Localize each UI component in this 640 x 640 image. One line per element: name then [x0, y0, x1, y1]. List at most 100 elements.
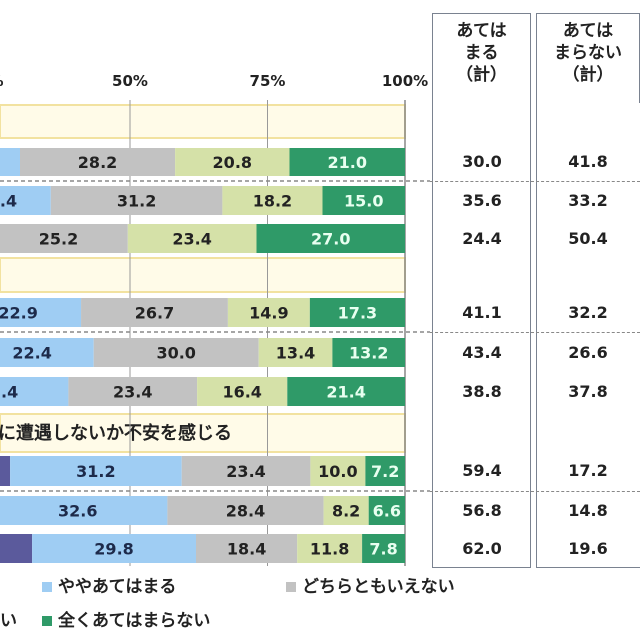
bar-value-label: 29.8 [94, 540, 133, 559]
bar-value-label: 7.2 [371, 462, 399, 481]
header-disagree-line1: あては [562, 21, 614, 41]
bar-value-label: 20.8 [213, 153, 252, 172]
bar-segment [32, 534, 196, 563]
header-disagree-line2: まらない [554, 43, 622, 63]
bar-segment [362, 534, 405, 563]
legend-item-cut-off: い [0, 611, 17, 631]
bar-segment [127, 224, 257, 253]
group-header-band [0, 104, 406, 139]
bar-value-label: 31.2 [76, 462, 115, 481]
bar-segment [0, 148, 20, 176]
legend-swatch [42, 582, 52, 592]
bar-segment [287, 377, 405, 406]
bar-value-label: 14.9 [249, 304, 288, 323]
bar-value-label: 16.4 [222, 383, 261, 402]
disagree-total-cell: 19.6 [568, 538, 608, 558]
bar-segment [10, 456, 182, 486]
bar-value-label: 22.4 [12, 344, 51, 363]
agree-total-cell: 30.0 [462, 152, 502, 171]
bar-value-label: 18.4 [227, 540, 266, 559]
group-title: に遭遇しないか不安を感じる [0, 422, 232, 444]
bar-value-label: 10.0 [318, 462, 357, 481]
disagree-total-cell: 32.2 [568, 302, 608, 322]
bar-value-label: 6.6 [373, 502, 401, 521]
bar-segment [227, 298, 310, 327]
x-tick-label: 100% [382, 72, 428, 90]
legend-item-neutral: どちらともいえない [286, 572, 455, 597]
bar-value-label: 26.7 [135, 304, 174, 323]
bar-segment [50, 186, 223, 215]
bar-segment [310, 456, 366, 486]
disagree-total-cell: 37.8 [568, 381, 608, 401]
header-agree-line2: まる [464, 43, 499, 63]
legend-item-somewhat-agree: ややあてはまる [42, 572, 176, 597]
bar-value-label: 8.2 [332, 502, 360, 521]
bar-segment [0, 338, 94, 367]
bar-value-label: 27.0 [311, 230, 350, 249]
header-disagree-line3: （計） [562, 65, 614, 85]
agree-total-cell: 35.6 [462, 190, 502, 210]
bar-segment [258, 338, 333, 367]
group-header-band [0, 257, 406, 293]
legend-item-strongly-disagree: 全くあてはまらない [42, 606, 210, 631]
disagree-total-cell: 14.8 [568, 500, 608, 520]
bar-segment [181, 456, 311, 486]
bar-segment [332, 338, 405, 367]
bar-value-label: 13.2 [349, 344, 388, 363]
bar-value-label: 23.4 [172, 230, 211, 249]
bar-value-label: 32.6 [58, 502, 97, 521]
agree-total-cell: 43.4 [462, 342, 502, 362]
stacked-bar-chart: % 50% 75% 100% に遭遇しないか不安を感じる 28.2 20.8 21.0 7.4 3… [0, 72, 430, 566]
bar-segment [93, 338, 259, 367]
bar-value-label: 21.0 [328, 153, 367, 172]
x-tick-label: % [0, 72, 4, 90]
disagree-total-cell: 50.4 [568, 228, 608, 248]
agree-total-cell: 24.4 [462, 228, 502, 248]
bar-segment [68, 377, 198, 406]
bar-segment [222, 186, 323, 215]
header-agree-total: あては まる （計） [432, 13, 531, 104]
x-tick-label: 75% [250, 72, 286, 90]
bar-value-label: 30.0 [156, 344, 195, 363]
bar-value-label: 22.9 [0, 304, 38, 323]
agree-total-cell: 41.1 [462, 302, 502, 322]
bar-segment [289, 148, 405, 176]
header-disagree-total: あては まらない （計） [536, 13, 640, 104]
bar-value-label: 28.4 [226, 502, 265, 521]
bar-segment [256, 224, 405, 253]
bar-segment [0, 224, 128, 253]
bar-segment [322, 186, 405, 215]
bar-segment [175, 148, 290, 176]
agree-total-cell: 56.8 [462, 500, 502, 520]
table-row-divider [430, 181, 640, 182]
bar-segment [297, 534, 363, 563]
bar-value-label: 7.8 [369, 540, 397, 559]
bar-segment [197, 377, 288, 406]
bar-value-label: 17.3 [338, 304, 377, 323]
disagree-column-body [536, 103, 640, 568]
header-agree-line3: （計） [456, 65, 507, 85]
bar-value-label: 18.2 [253, 192, 292, 211]
legend-swatch [42, 616, 52, 626]
bar-segment [0, 298, 82, 327]
bar-value-label: 13.4 [276, 344, 315, 363]
bar-value-label: 23.4 [226, 462, 265, 481]
bar-value-label: 7.4 [0, 192, 17, 211]
bar-segment [0, 377, 69, 406]
bar-segment [20, 148, 176, 176]
bar-value-label: 25.2 [39, 230, 78, 249]
legend-swatch [286, 582, 296, 592]
bar-segment [0, 534, 33, 563]
x-tick-label: 50% [112, 72, 148, 90]
bar-segment [323, 496, 369, 525]
table-row-divider [430, 491, 640, 492]
bar-value-label: 11.8 [310, 540, 349, 559]
bar-segment [309, 298, 405, 327]
bar-segment [167, 496, 324, 525]
agree-total-cell: 38.8 [462, 381, 502, 401]
header-agree-line1: あては [456, 21, 507, 41]
bar-segment [368, 496, 405, 525]
disagree-total-cell: 26.6 [568, 342, 608, 362]
bar-value-label: 21.4 [326, 383, 365, 402]
disagree-total-cell: 33.2 [568, 190, 608, 210]
